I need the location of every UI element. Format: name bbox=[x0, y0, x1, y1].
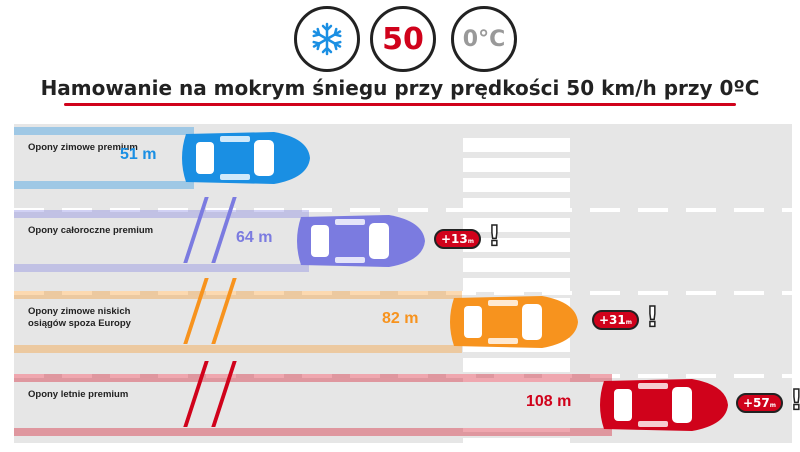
lane-divider bbox=[446, 291, 476, 295]
distance-value: 64 m bbox=[236, 229, 273, 246]
exclamation-icon: ! bbox=[645, 300, 659, 333]
lane-divider bbox=[62, 208, 92, 212]
crosswalk-stripe bbox=[463, 358, 570, 372]
tire-label: Opony zimowe niskich osiągów spoza Europ… bbox=[28, 306, 131, 329]
lane-divider bbox=[14, 374, 44, 378]
lane-divider bbox=[590, 208, 620, 212]
lane-divider bbox=[62, 291, 92, 295]
lane-divider bbox=[542, 374, 572, 378]
exclamation-icon: ! bbox=[487, 219, 501, 252]
lane-row: Opony całoroczne premium 64 m +13m! bbox=[14, 197, 792, 281]
crosswalk-stripe bbox=[463, 278, 570, 292]
lane-divider bbox=[302, 291, 332, 295]
lane-divider bbox=[14, 291, 44, 295]
car-icon bbox=[174, 128, 314, 192]
lane-divider bbox=[542, 208, 572, 212]
crosswalk-stripe bbox=[463, 158, 570, 172]
lane-divider bbox=[734, 291, 764, 295]
distance-value: 82 m bbox=[382, 310, 419, 327]
crosswalk-stripe bbox=[463, 238, 570, 252]
crosswalk-stripe bbox=[463, 178, 570, 192]
crosswalk-stripe bbox=[463, 218, 570, 232]
lane-divider bbox=[350, 374, 380, 378]
difference-badge: +57m bbox=[736, 393, 784, 413]
difference-badge: +31m bbox=[592, 310, 640, 330]
exclamation-icon: ! bbox=[789, 384, 800, 416]
difference-badge: +13m bbox=[434, 229, 482, 249]
title-underline bbox=[64, 103, 736, 106]
difference-value: +13 bbox=[441, 232, 468, 246]
difference-unit: m bbox=[625, 319, 633, 326]
lane-divider bbox=[254, 291, 284, 295]
tire-label: Opony zimowe premium bbox=[28, 142, 138, 153]
lane-divider bbox=[542, 291, 572, 295]
distance-value: 108 m bbox=[526, 393, 572, 410]
lane-divider bbox=[686, 208, 716, 212]
lane-divider bbox=[590, 291, 620, 295]
crosswalk-stripe bbox=[463, 258, 570, 272]
lane-divider bbox=[782, 374, 800, 378]
car-icon bbox=[442, 292, 582, 356]
bar-inner bbox=[14, 382, 612, 428]
lane-divider bbox=[590, 374, 620, 378]
difference-unit: m bbox=[769, 402, 777, 409]
lane-divider bbox=[254, 374, 284, 378]
lane-divider bbox=[446, 374, 476, 378]
lane-divider bbox=[734, 208, 764, 212]
lane-divider bbox=[638, 208, 668, 212]
lane-divider bbox=[14, 208, 44, 212]
bar-inner bbox=[14, 135, 194, 181]
bar-inner bbox=[14, 218, 309, 264]
lane-divider bbox=[158, 291, 188, 295]
lane-divider bbox=[62, 374, 92, 378]
lane-divider bbox=[206, 291, 236, 295]
lane-divider bbox=[686, 291, 716, 295]
lane-divider bbox=[686, 374, 716, 378]
lane-divider bbox=[494, 208, 524, 212]
lane-row: Opony letnie premium 108 m +57m! bbox=[14, 361, 800, 445]
lane-divider bbox=[302, 374, 332, 378]
lane-divider bbox=[350, 208, 380, 212]
lane-divider bbox=[206, 374, 236, 378]
lane-divider bbox=[398, 208, 428, 212]
page-title: Hamowanie na mokrym śniegu przy prędkośc… bbox=[40, 76, 760, 100]
snowflake-icon bbox=[310, 22, 344, 56]
lane-row: Opony zimowe niskich osiągów spoza Europ… bbox=[14, 278, 792, 362]
lane-divider bbox=[110, 291, 140, 295]
lane-divider bbox=[398, 374, 428, 378]
snow-badge bbox=[294, 6, 360, 72]
difference-value: +31 bbox=[599, 313, 626, 327]
speed-badge: 50 bbox=[370, 6, 436, 72]
lane-divider bbox=[398, 291, 428, 295]
car-icon bbox=[289, 211, 429, 275]
difference-value: +57 bbox=[743, 396, 770, 410]
temperature-badge: 0°C bbox=[451, 6, 517, 72]
lane-divider bbox=[446, 208, 476, 212]
lane-divider bbox=[350, 291, 380, 295]
lane-divider bbox=[110, 208, 140, 212]
crosswalk-stripe bbox=[463, 138, 570, 152]
lane-divider bbox=[158, 374, 188, 378]
distance-value: 51 m bbox=[120, 146, 157, 163]
lane-divider bbox=[254, 208, 284, 212]
lane-divider bbox=[494, 374, 524, 378]
lane-divider bbox=[782, 208, 800, 212]
lane-divider bbox=[158, 208, 188, 212]
lane-divider bbox=[782, 291, 800, 295]
lane-divider bbox=[638, 374, 668, 378]
lane-divider bbox=[302, 208, 332, 212]
lane-divider bbox=[206, 208, 236, 212]
lane-divider bbox=[110, 374, 140, 378]
lane-row: Opony zimowe premium 51 m bbox=[14, 118, 792, 198]
difference-unit: m bbox=[467, 238, 475, 245]
lane-divider bbox=[638, 291, 668, 295]
car-icon bbox=[592, 375, 732, 439]
tire-label: Opony całoroczne premium bbox=[28, 225, 154, 236]
lane-divider bbox=[734, 374, 764, 378]
tire-label: Opony letnie premium bbox=[28, 389, 129, 400]
bar-inner bbox=[14, 299, 462, 345]
lane-divider bbox=[494, 291, 524, 295]
